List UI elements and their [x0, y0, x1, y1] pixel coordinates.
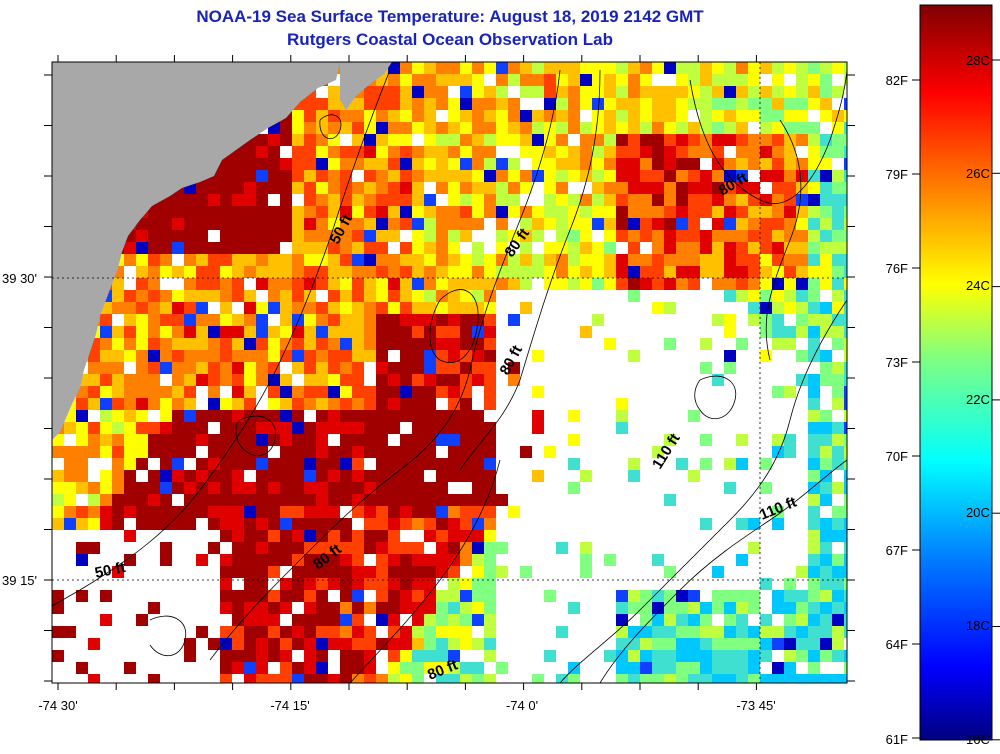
axis-ticks — [44, 55, 855, 690]
lon-label-1: -74 30' — [38, 698, 77, 713]
c-label-24: 24C — [966, 278, 990, 293]
f-label-67: 67F — [886, 543, 908, 558]
land-strip — [340, 62, 392, 110]
graticule — [52, 62, 847, 683]
title-line-1: NOAA-19 Sea Surface Temperature: August … — [196, 7, 704, 26]
c-label-20: 20C — [966, 505, 990, 520]
lat-label-2: 39 15' — [2, 573, 37, 588]
lon-label-2: -74 15' — [270, 698, 309, 713]
color-bar — [919, 4, 993, 741]
lon-label-3: -74 0' — [506, 698, 538, 713]
title-line-2: Rutgers Coastal Ocean Observation Lab — [287, 30, 613, 49]
c-label-22: 22C — [966, 392, 990, 407]
depth-contours — [52, 69, 847, 683]
f-label-70: 70F — [886, 449, 908, 464]
lon-label-4: -73 45' — [736, 698, 775, 713]
f-label-76: 76F — [886, 261, 908, 276]
c-label-26: 26C — [966, 166, 990, 181]
c-label-18: 18C — [966, 618, 990, 633]
f-label-73: 73F — [886, 355, 908, 370]
f-label-82: 82F — [886, 73, 908, 88]
color-bar-ticks — [912, 59, 1000, 741]
f-label-61: 61F — [886, 732, 908, 747]
plot-frame — [51, 61, 848, 684]
f-label-79: 79F — [886, 167, 908, 182]
land-mass — [52, 62, 340, 440]
c-label-28: 28C — [966, 53, 990, 68]
f-label-64: 64F — [886, 637, 908, 652]
c-label-16: 16C — [966, 732, 990, 747]
depth-label-50ft-south: 50 ft — [93, 559, 127, 582]
lat-label-1: 39 30' — [2, 271, 37, 286]
